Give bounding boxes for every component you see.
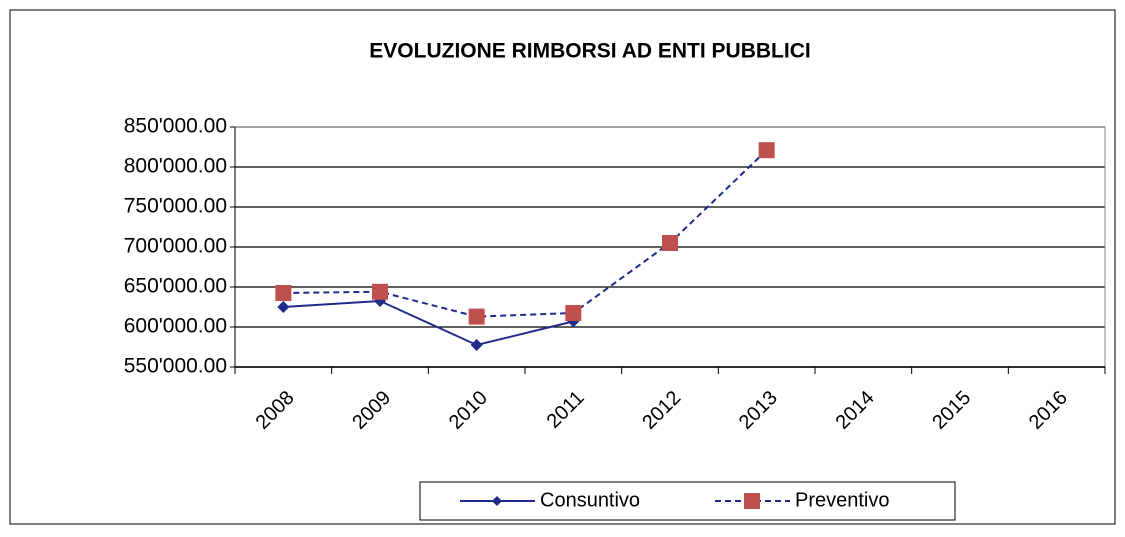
- marker: [662, 235, 678, 251]
- legend-marker: [744, 493, 760, 509]
- legend-label: Consuntivo: [540, 489, 640, 511]
- y-tick-label: 700'000.00: [124, 235, 227, 258]
- marker: [275, 285, 292, 301]
- chart-border: [9, 9, 1116, 525]
- marker: [758, 142, 775, 159]
- legend-label: Preventivo: [795, 489, 890, 511]
- legend-marker: [492, 496, 502, 506]
- chart-title: EVOLUZIONE RIMBORSI AD ENTI PUBBLICI: [369, 40, 810, 63]
- y-tick-label: 600'000.00: [124, 315, 227, 338]
- marker: [468, 308, 485, 325]
- series-line: [283, 149, 768, 318]
- marker: [372, 283, 388, 300]
- y-tick-label: 550'000.00: [124, 355, 227, 378]
- y-tick-label: 850'000.00: [124, 115, 227, 138]
- marker: [565, 305, 582, 321]
- marker: [277, 301, 290, 313]
- y-tick-label: 800'000.00: [124, 155, 227, 178]
- y-tick-label: 650'000.00: [124, 275, 227, 298]
- marker: [470, 339, 483, 351]
- y-tick-label: 750'000.00: [124, 195, 227, 218]
- series-line: [283, 299, 574, 347]
